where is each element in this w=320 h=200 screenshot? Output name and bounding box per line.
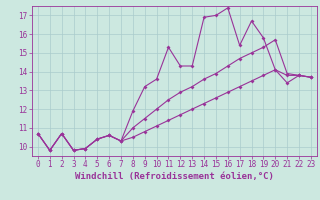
X-axis label: Windchill (Refroidissement éolien,°C): Windchill (Refroidissement éolien,°C) [75, 172, 274, 181]
